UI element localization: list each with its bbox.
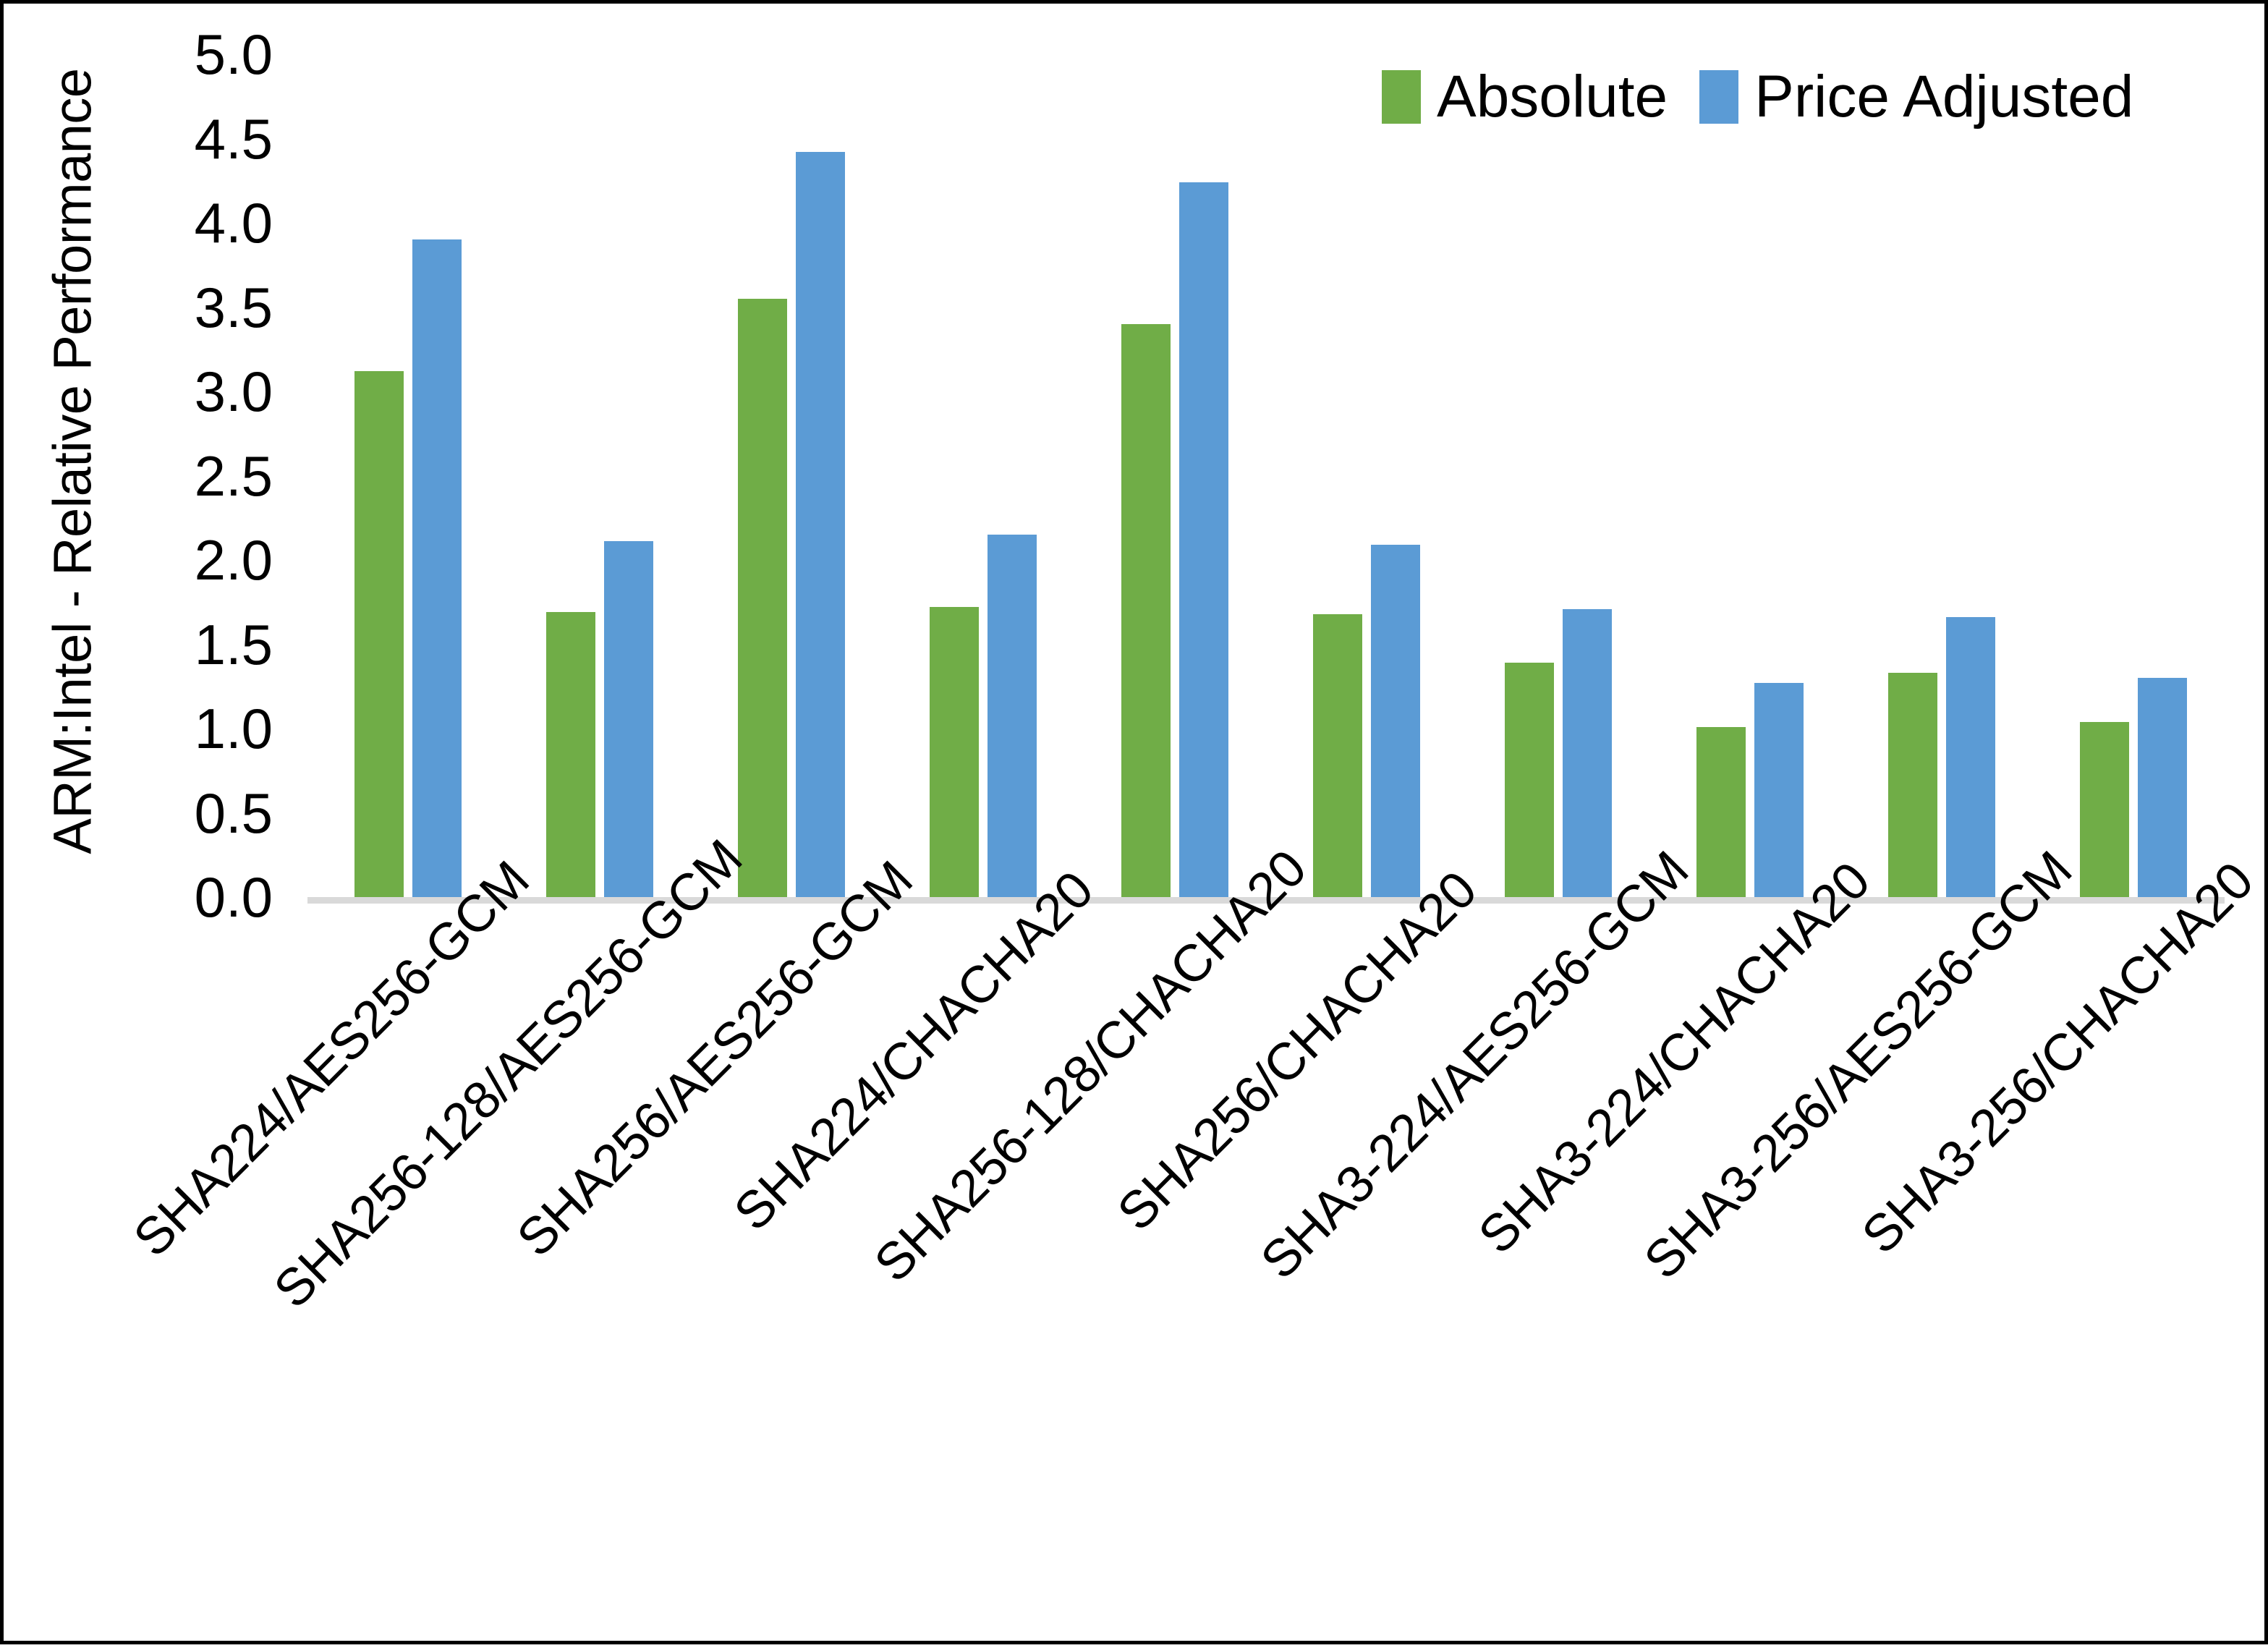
- x-axis-tick-label: SHA3-224/CHACHA20: [1467, 851, 1881, 1265]
- x-axis-tick-label: SHA224/CHACHA20: [723, 861, 1105, 1242]
- legend-swatch-absolute-icon: [1382, 70, 1421, 124]
- bar-price-adjusted[interactable]: [2137, 678, 2187, 897]
- bar-group: [1121, 54, 1228, 897]
- x-axis-baseline: [307, 897, 2225, 904]
- bar-absolute[interactable]: [354, 371, 404, 897]
- legend-entry[interactable]: Price Adjusted: [1699, 67, 2133, 127]
- legend-label: Price Adjusted: [1754, 64, 2134, 129]
- bar-absolute[interactable]: [2079, 721, 2129, 897]
- bar-group: [1887, 54, 1995, 897]
- legend-entry[interactable]: Absolute: [1382, 67, 1668, 127]
- y-axis-tick-label: 5.0: [194, 22, 273, 86]
- y-axis-tick-label: 3.0: [194, 360, 273, 423]
- bar-price-adjusted[interactable]: [603, 541, 653, 897]
- bar-price-adjusted[interactable]: [1754, 683, 1804, 897]
- y-axis-tick-label: 2.0: [194, 528, 273, 592]
- bar-price-adjusted[interactable]: [1178, 182, 1228, 897]
- bar-group: [1312, 54, 1420, 897]
- y-axis-tick-label: 4.0: [194, 191, 273, 255]
- legend-label: Absolute: [1437, 64, 1668, 129]
- bar-price-adjusted[interactable]: [412, 239, 462, 897]
- bar-absolute[interactable]: [1887, 673, 1937, 897]
- x-axis-tick-label: SHA256/CHACHA20: [1106, 861, 1488, 1242]
- bar-absolute[interactable]: [1504, 663, 1554, 897]
- bar-group: [929, 54, 1037, 897]
- bar-group: [545, 54, 653, 897]
- bar-price-adjusted[interactable]: [1945, 617, 1995, 897]
- bar-group: [2079, 54, 2187, 897]
- plot-area: [307, 54, 2225, 904]
- bar-group: [1696, 54, 1804, 897]
- bar-absolute[interactable]: [1312, 613, 1362, 897]
- y-axis-tick-label: 0.0: [194, 865, 273, 929]
- bar-absolute[interactable]: [737, 298, 787, 897]
- y-axis-tick-label: 2.5: [194, 443, 273, 508]
- y-axis-tick-labels: 5.0 4.5 4.0 3.5 3.0 2.5 2.0 1.5 1.0 0.5 0.0: [111, 4, 292, 930]
- y-axis-tick-label: 4.5: [194, 106, 273, 171]
- bar-absolute[interactable]: [545, 612, 595, 897]
- bar-group: [737, 54, 845, 897]
- bar-price-adjusted[interactable]: [1370, 545, 1420, 897]
- x-axis-tick-label: SHA256/AES256-GCM: [506, 850, 924, 1268]
- y-axis-tick-label: 1.0: [194, 697, 273, 760]
- bar-price-adjusted[interactable]: [1562, 608, 1612, 897]
- y-axis-tick-label: 1.5: [194, 612, 273, 676]
- x-axis-tick-labels: SHA224/AES256-GCM SHA256-128/AES256-GCM SH…: [4, 4, 2268, 1648]
- bar-price-adjusted[interactable]: [795, 152, 845, 897]
- bar-absolute[interactable]: [929, 607, 979, 897]
- chart-legend: Absolute Price Adjusted: [1382, 67, 2133, 127]
- legend-swatch-price-adjusted-icon: [1699, 70, 1739, 124]
- bar-group: [354, 54, 462, 897]
- bar-absolute[interactable]: [1696, 726, 1746, 897]
- bar-price-adjusted[interactable]: [987, 535, 1037, 897]
- bar-group: [1504, 54, 1612, 897]
- x-axis-tick-label: SHA224/AES256-GCM: [122, 850, 540, 1268]
- y-axis-tick-label: 3.5: [194, 275, 273, 339]
- y-axis-tick-label: 0.5: [194, 781, 273, 845]
- bar-absolute[interactable]: [1121, 323, 1171, 897]
- x-axis-tick-label: SHA3-256/CHACHA20: [1851, 851, 2264, 1265]
